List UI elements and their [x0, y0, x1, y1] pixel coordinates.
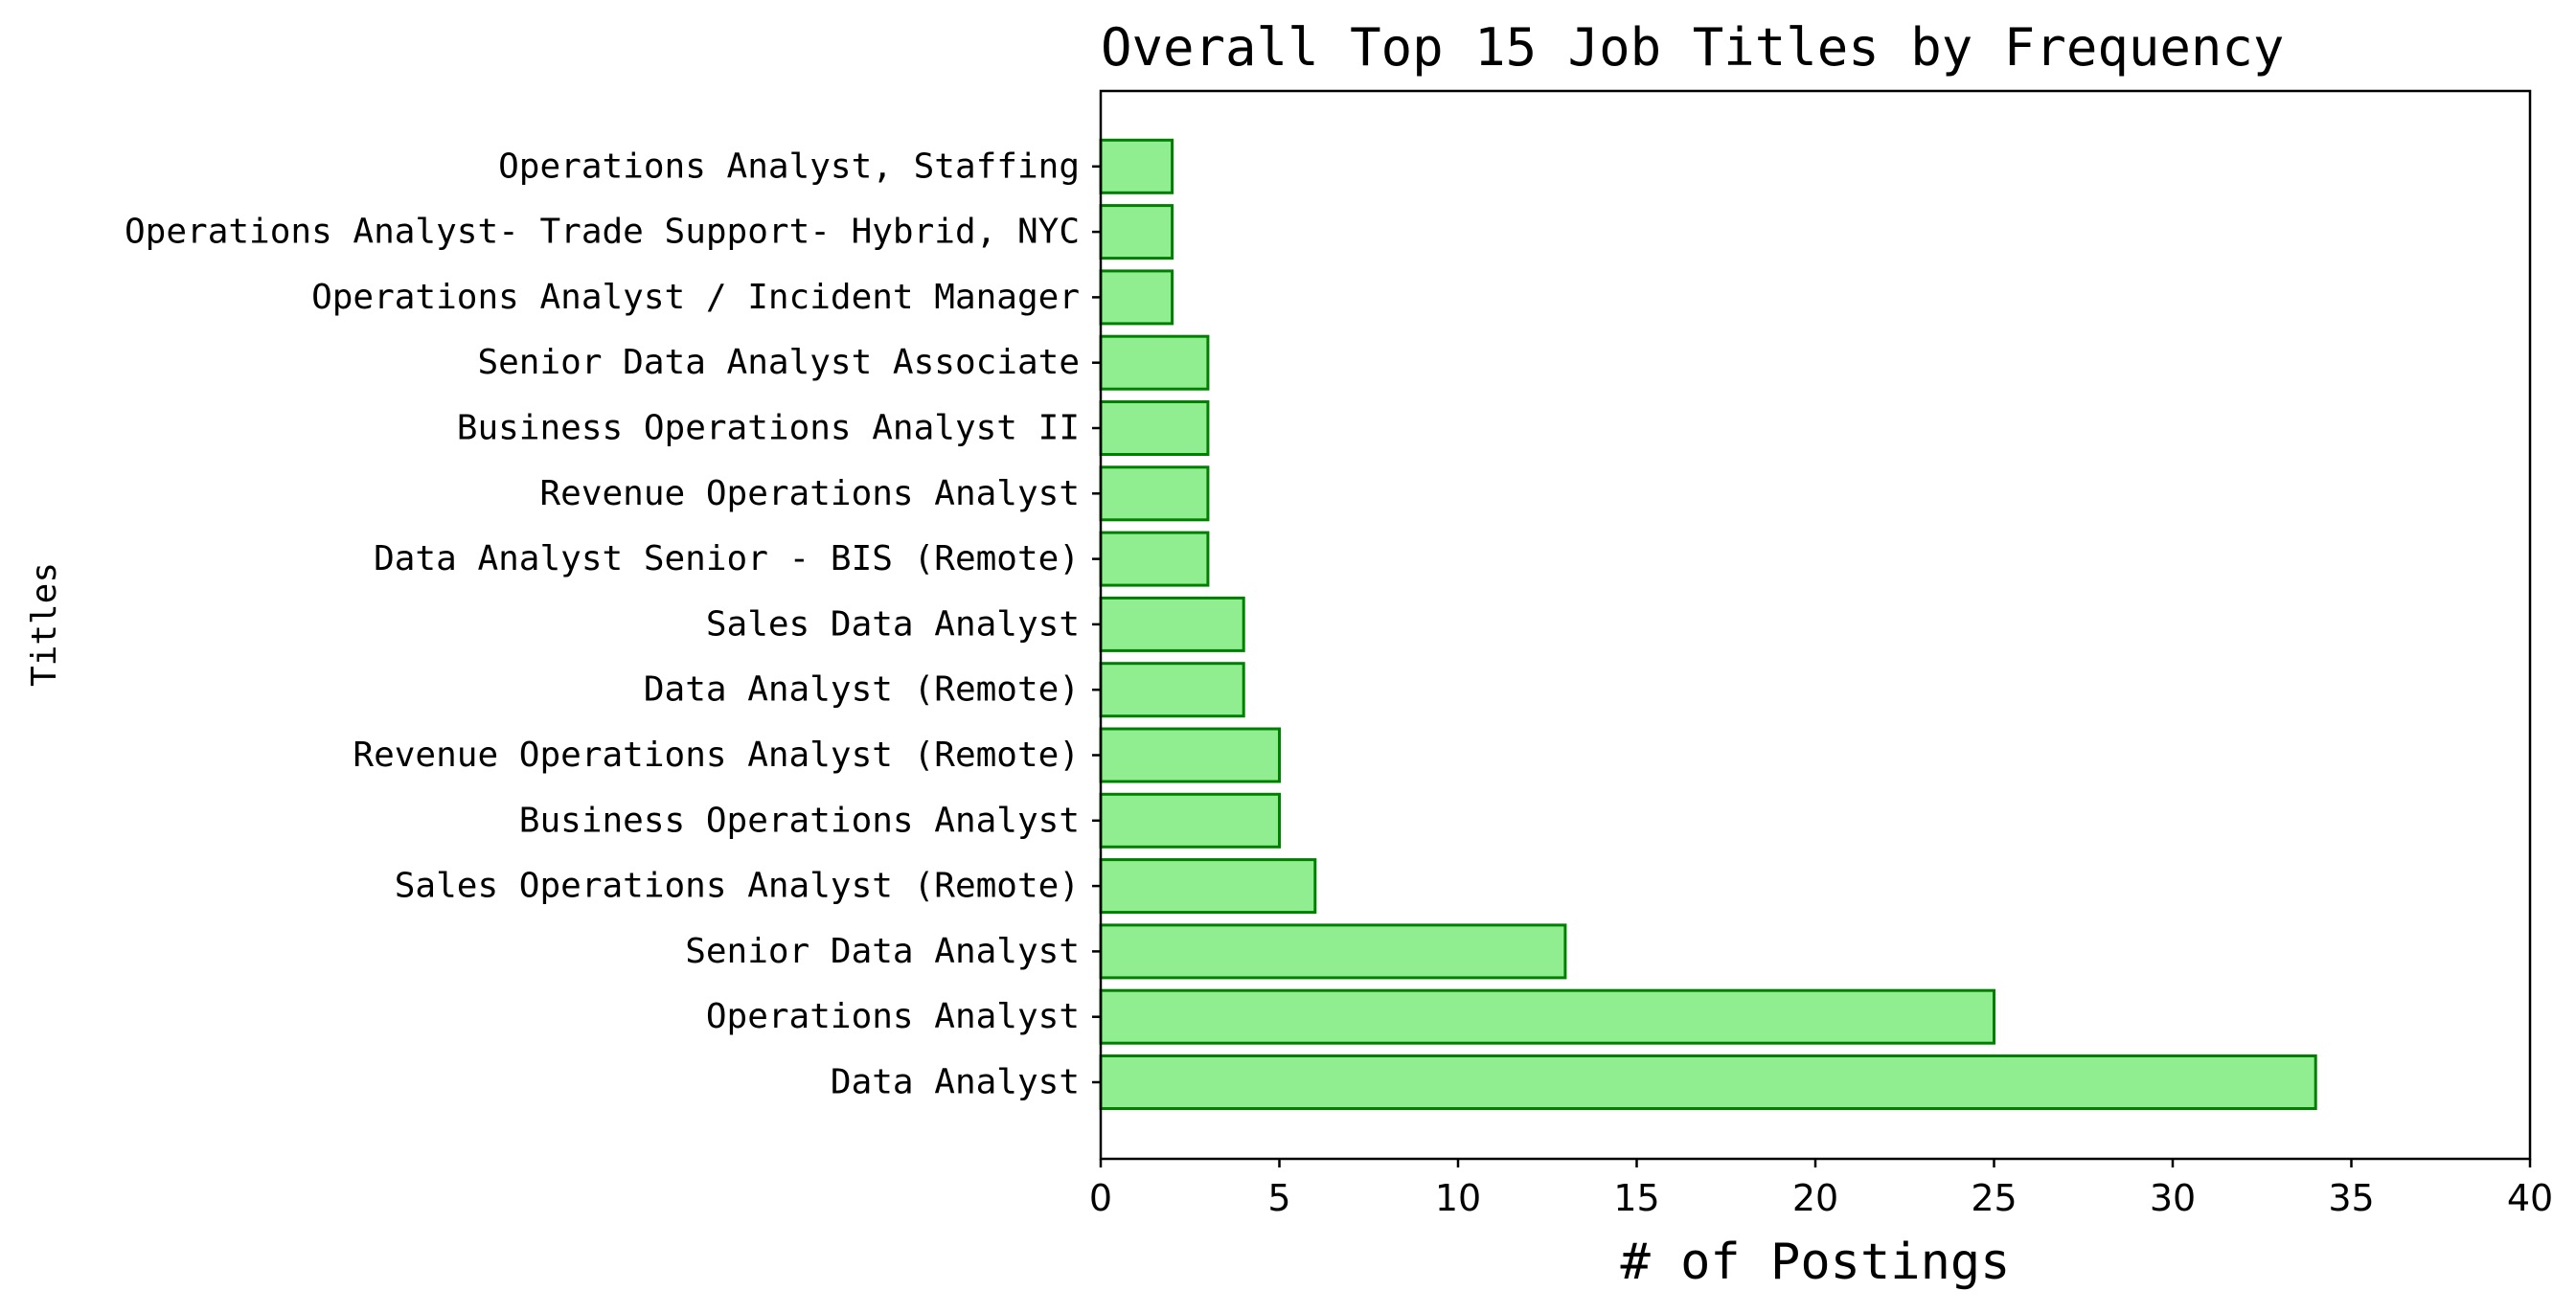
x-tick-label: 35	[2328, 1177, 2374, 1219]
x-axis-label: # of Postings	[1621, 1234, 2011, 1291]
y-tick-label: Data Analyst	[831, 1063, 1080, 1102]
bar	[1099, 596, 1245, 652]
x-tick-label: 10	[1435, 1177, 1481, 1219]
y-tick-label: Operations Analyst- Trade Support- Hybri…	[125, 213, 1080, 252]
y-tick-label: Data Analyst (Remote)	[644, 670, 1080, 710]
y-tick-label: Business Operations Analyst II	[457, 409, 1080, 448]
bar	[1099, 204, 1174, 261]
bars-layer	[1099, 138, 2317, 1110]
y-tick-label: Operations Analyst / Incident Manager	[311, 278, 1080, 317]
bar	[1099, 400, 1210, 456]
y-tick-label: Senior Data Analyst Associate	[477, 343, 1080, 382]
y-tick-label: Business Operations Analyst	[519, 801, 1080, 840]
bar	[1099, 269, 1174, 326]
y-tick-layer: Data Analyst Operations Analyst Senior Dat…	[125, 147, 1101, 1102]
bar	[1099, 923, 1567, 980]
y-axis-label: Titles	[25, 562, 64, 687]
bar	[1099, 138, 1174, 194]
chart-title: Overall Top 15 Job Titles by Frequency	[1101, 17, 2284, 78]
plot-frame	[1099, 89, 2532, 1161]
y-tick-label: Data Analyst Senior - BIS (Remote)	[374, 539, 1080, 578]
bar	[1099, 727, 1281, 783]
x-tick-label: 25	[1971, 1177, 2017, 1219]
x-tick-layer: 0 5 10 15 20 25 30 35 40	[1089, 1159, 2553, 1219]
bar	[1099, 988, 1995, 1045]
y-tick-label: Sales Operations Analyst (Remote)	[395, 867, 1080, 906]
y-tick-label: Revenue Operations Analyst	[539, 474, 1080, 513]
x-tick-label: 20	[1792, 1177, 1838, 1219]
bar	[1099, 858, 1317, 915]
y-tick-label: Senior Data Analyst	[685, 932, 1080, 971]
x-tick-label: 30	[2150, 1177, 2196, 1219]
bar	[1099, 531, 1210, 587]
x-tick-label: 0	[1089, 1177, 1112, 1219]
x-tick-label: 5	[1267, 1177, 1290, 1219]
bar	[1099, 662, 1245, 718]
y-tick-label: Operations Analyst	[706, 997, 1080, 1036]
bar	[1099, 1054, 2317, 1110]
bar	[1099, 334, 1210, 391]
bar	[1099, 792, 1281, 849]
y-tick-label: Operations Analyst, Staffing	[498, 147, 1080, 186]
y-tick-label: Revenue Operations Analyst (Remote)	[353, 736, 1080, 775]
y-tick-label: Sales Data Analyst	[706, 604, 1080, 644]
bar	[1099, 465, 1210, 522]
x-tick-label: 40	[2507, 1177, 2553, 1219]
x-tick-label: 15	[1613, 1177, 1659, 1219]
